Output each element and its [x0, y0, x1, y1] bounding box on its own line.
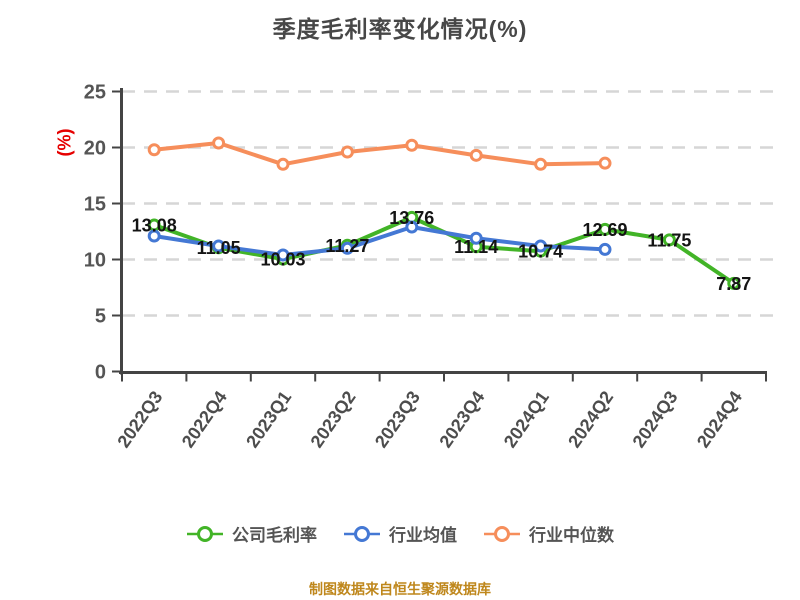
series-2-point-2	[276, 157, 290, 171]
series-2-point-0	[147, 143, 161, 157]
legend-item-company[interactable]: 公司毛利率	[186, 521, 317, 546]
series-1-point-5	[469, 231, 483, 245]
plot-area: 0 5 10 15 20 25 2022Q3 2022Q4 2023Q1 2023Q2 2023Q3…	[84, 82, 778, 451]
y-tick-label-20: 20	[84, 138, 106, 160]
x-axis-label-2024Q4: 2024Q4	[693, 387, 746, 451]
series-1-point-4	[405, 220, 419, 234]
x-axis-label-2023Q3: 2023Q3	[371, 387, 424, 451]
series-1-point-1	[212, 239, 226, 253]
series-1-point-6	[534, 239, 548, 253]
series-line-2	[152, 141, 607, 167]
series-1-point-2	[276, 248, 290, 262]
legend-item-industry_avg[interactable]: 行业均值	[343, 521, 457, 546]
legend-line-marker-icon	[344, 525, 380, 542]
x-axis-label-2024Q2: 2024Q2	[564, 387, 617, 451]
x-axis-label-2024Q3: 2024Q3	[629, 387, 682, 451]
series-0-point-7	[598, 222, 612, 236]
y-tick-label-0: 0	[95, 362, 106, 384]
y-axis-unit-label: (%)	[54, 128, 75, 157]
legend-line-marker-icon	[484, 525, 520, 542]
legend-item-industry_median[interactable]: 行业中位数	[483, 521, 614, 546]
series-2-point-5	[469, 148, 483, 162]
data-label-0-2: 10.03	[260, 250, 305, 270]
data-label-0-3: 11.27	[325, 236, 369, 256]
x-axis-label-2024Q1: 2024Q1	[500, 387, 553, 451]
x-axis-label-2023Q1: 2023Q1	[242, 387, 295, 451]
data-label-0-1: 11.05	[197, 238, 241, 258]
series-0-point-9	[727, 276, 741, 290]
legend-label: 公司毛利率	[232, 526, 317, 545]
series-line-1	[152, 225, 607, 258]
x-axis-label-2022Q3: 2022Q3	[113, 387, 166, 451]
legend-label: 行业均值	[389, 526, 457, 545]
legend-label: 行业中位数	[529, 526, 614, 545]
y-tick-label-25: 25	[84, 82, 106, 104]
data-label-0-5: 11.14	[454, 237, 498, 257]
y-tick-label-5: 5	[95, 306, 106, 328]
legend-line-marker-icon	[187, 525, 223, 542]
data-label-0-8: 11.75	[647, 230, 691, 250]
data-label-0-9: 7.87	[716, 274, 751, 294]
chart-title: 季度毛利率变化情况(%)	[272, 16, 528, 42]
series-1-point-7	[598, 242, 612, 256]
legend: 公司毛利率 行业均值 行业中位数	[0, 521, 800, 546]
series-2-point-7	[598, 156, 612, 170]
series-0-point-8	[662, 233, 676, 247]
data-source-note: 制图数据来自恒生聚源数据库	[309, 581, 491, 597]
data-label-0-7: 12.69	[582, 220, 627, 240]
data-label-0-4: 13.76	[389, 208, 434, 228]
series-2-point-4	[405, 138, 419, 152]
series-2-point-3	[340, 145, 354, 159]
x-axis-label-2023Q4: 2023Q4	[435, 387, 488, 451]
data-label-0-6: 10.74	[518, 242, 563, 262]
series-1-point-3	[340, 241, 354, 255]
data-label-0-0: 13.08	[132, 216, 177, 236]
series-1-point-0	[147, 229, 161, 243]
x-axis-label-2022Q4: 2022Q4	[178, 387, 231, 451]
y-tick-label-15: 15	[84, 194, 106, 216]
series-2-point-6	[534, 157, 548, 171]
series-2-point-1	[212, 136, 226, 150]
x-axis-label-2023Q2: 2023Q2	[307, 387, 360, 451]
y-tick-label-10: 10	[84, 250, 106, 272]
